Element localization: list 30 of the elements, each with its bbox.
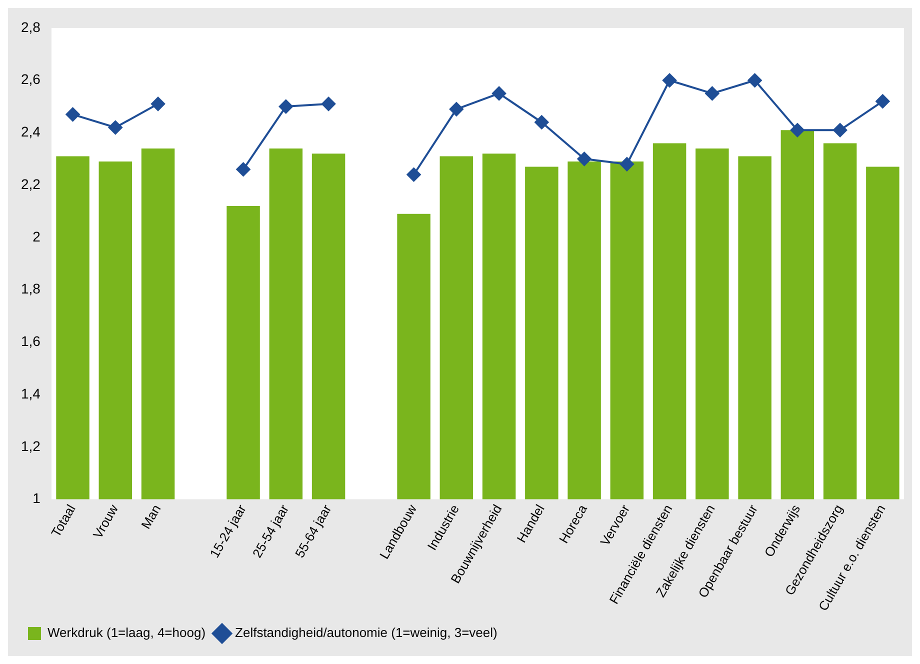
y-tick-label: 2,6 bbox=[20, 71, 41, 88]
point bbox=[66, 107, 80, 122]
point bbox=[876, 94, 890, 108]
point bbox=[833, 123, 848, 138]
point bbox=[577, 152, 592, 166]
point bbox=[705, 86, 720, 100]
legend-label: Werkdruk (1=laag, 4=hoog) bbox=[48, 625, 206, 640]
y-tick-label: 1,8 bbox=[20, 280, 41, 297]
y-tick-label: 2,2 bbox=[20, 176, 41, 192]
y-tick-label: 2 bbox=[32, 228, 41, 244]
point bbox=[236, 162, 250, 176]
point bbox=[620, 157, 634, 172]
y-tick-label: 1,6 bbox=[20, 333, 41, 350]
y-tick-label: 2,8 bbox=[20, 18, 41, 35]
point bbox=[449, 102, 464, 116]
point bbox=[748, 73, 762, 88]
y-tick-label: 2,4 bbox=[20, 124, 41, 140]
legend-label: Zelfstandigheid/autonomie (1=weinig, 3=veel) bbox=[235, 625, 498, 640]
y-tick-label: 1,4 bbox=[20, 385, 41, 402]
point bbox=[151, 96, 166, 111]
point bbox=[534, 115, 549, 130]
point bbox=[406, 168, 421, 182]
y-tick-label: 1,2 bbox=[20, 438, 41, 454]
point bbox=[492, 86, 506, 100]
point bbox=[322, 96, 336, 111]
point bbox=[662, 73, 677, 88]
y-tick-label: 1 bbox=[32, 490, 41, 506]
point bbox=[108, 120, 122, 134]
point bbox=[278, 100, 293, 114]
point bbox=[790, 123, 804, 138]
